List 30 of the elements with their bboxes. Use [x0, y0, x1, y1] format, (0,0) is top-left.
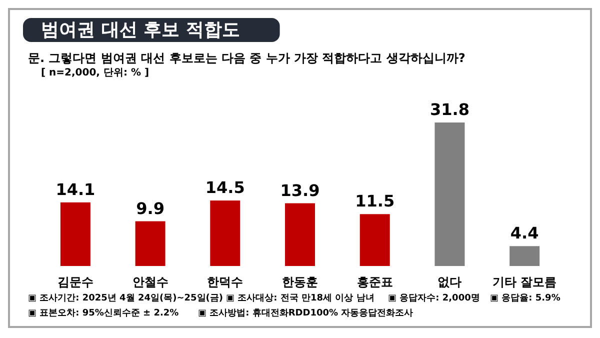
bar [434, 122, 465, 266]
data-label: 31.8 [430, 100, 470, 119]
x-tick-label: 김문수 [57, 275, 94, 289]
chart-title: 범여권 대선 후보 적합도 [41, 20, 240, 40]
bar [510, 246, 540, 266]
text: ▣ 응답자수: 2,000명 [388, 294, 480, 304]
bar [210, 200, 240, 266]
data-label: 14.1 [56, 180, 96, 199]
x-tick-label: 없다 [438, 275, 462, 289]
x-tick-label: 한동훈 [282, 275, 318, 289]
data-label: 4.4 [510, 224, 539, 243]
text: [ n=2,000, 단위: % ] [41, 68, 150, 78]
data-label: 14.5 [205, 178, 245, 198]
text: ▣ 조사기간: 2025년 4월 24일(목)~25일(금) [28, 294, 223, 304]
bar [285, 203, 315, 266]
data-label: 11.5 [355, 192, 395, 211]
bar [360, 214, 390, 266]
chart-subtitle: 문. 그렇다면 범여권 대선 후보로는 다음 중 누가 가장 적합하다고 생각하십니까? [28, 51, 466, 65]
bar [60, 202, 90, 266]
x-tick-label: 홍준표 [356, 275, 393, 289]
x-tick-label: 기타 잘모름 [492, 275, 557, 289]
data-label: 13.9 [280, 180, 320, 200]
text: ▣ 조사대상: 전국 만18세 이상 남녀 [226, 294, 374, 304]
x-tick-label: 한덕수 [207, 275, 244, 289]
x-tick-label: 안철수 [132, 275, 168, 289]
data-label: 9.9 [136, 198, 164, 218]
bar [135, 221, 166, 266]
text: ▣ 응답율: 5.9% [490, 294, 560, 304]
text: ▣ 표본오차: 95%신뢰수준 ± 2.2% [28, 308, 179, 318]
text: ▣ 조사방법: 휴대전화RDD100% 자동응답전화조사 [198, 308, 414, 318]
